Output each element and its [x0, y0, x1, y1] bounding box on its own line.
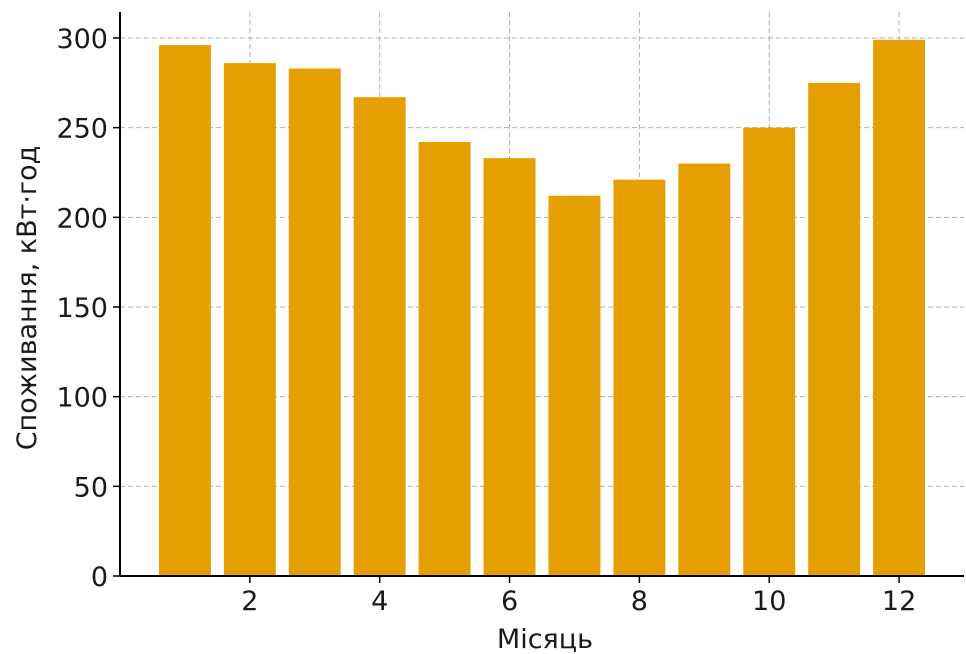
bar: [158, 45, 211, 576]
y-axis-title: Споживання, кВт·год: [12, 146, 43, 451]
y-tick-label: 300: [56, 24, 108, 55]
y-tick-label: 50: [74, 472, 108, 503]
bar: [678, 163, 731, 577]
x-tick-label: 4: [371, 586, 388, 617]
bars: [158, 39, 926, 577]
bar: [418, 142, 471, 576]
bar: [743, 127, 796, 577]
tick-labels: 0 50 100 150 200 250 300 2 4 6 8 10 12: [56, 24, 916, 617]
y-tick-label: 100: [56, 383, 108, 414]
y-tick-label: 200: [56, 203, 108, 234]
x-tick-label: 10: [752, 586, 786, 617]
x-tick-label: 12: [882, 586, 916, 617]
y-tick-label: 150: [56, 293, 108, 324]
x-tick-label: 2: [241, 586, 258, 617]
axes: [113, 12, 964, 583]
bar: [288, 68, 341, 576]
bar: [483, 158, 536, 577]
bar: [613, 179, 666, 576]
y-tick-label: 250: [56, 114, 108, 145]
y-tick-label: 0: [91, 562, 108, 593]
x-tick-label: 6: [501, 586, 518, 617]
bar: [223, 63, 276, 576]
x-axis-title: Місяць: [497, 624, 593, 654]
bar: [353, 97, 406, 577]
x-tick-label: 8: [631, 586, 648, 617]
bar: [808, 82, 861, 576]
bar: [548, 195, 601, 576]
bar: [873, 39, 926, 576]
